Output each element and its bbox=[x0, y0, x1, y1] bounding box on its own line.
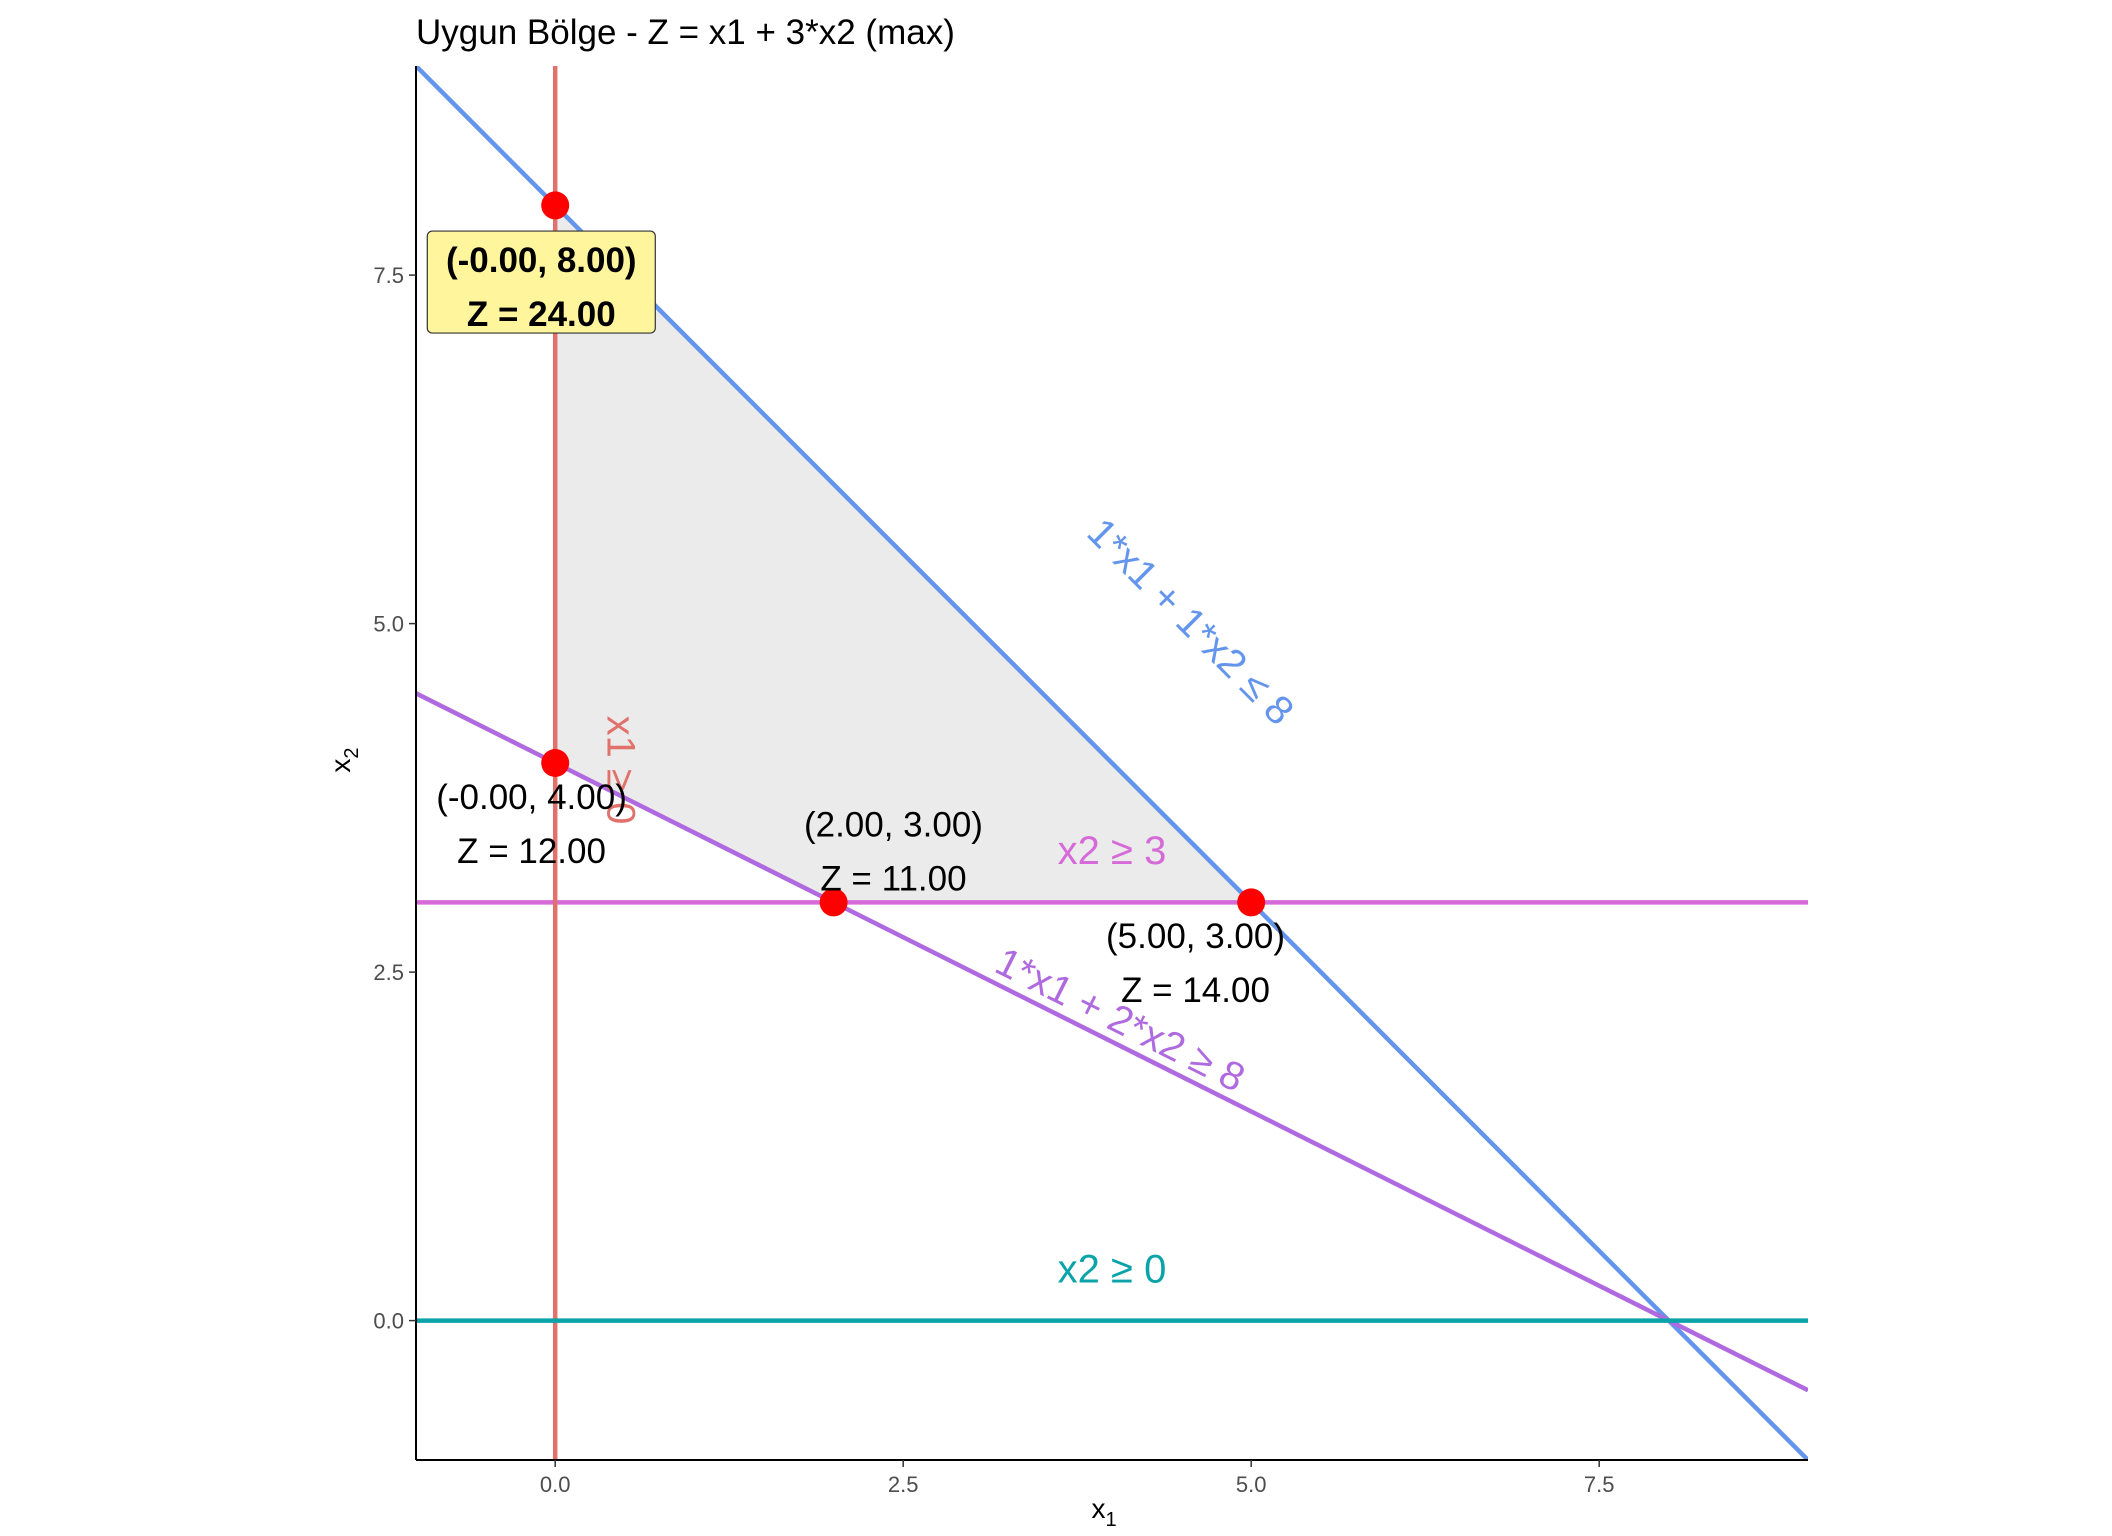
y-tick-label-3: 7.5 bbox=[373, 263, 404, 288]
x-tick-label-0: 0.0 bbox=[540, 1472, 571, 1497]
constraint-label-1: 1*x1 + 2*x2 ≥ 8 bbox=[989, 940, 1252, 1101]
vertex-z-label-3: Z = 14.00 bbox=[1121, 971, 1270, 1010]
constraint-label-0: 1*x1 + 1*x2 ≤ 8 bbox=[1079, 510, 1302, 734]
vertex-point-0 bbox=[541, 191, 570, 220]
x-axis-title: x1 bbox=[1091, 1493, 1116, 1531]
y-axis-title: x2 bbox=[325, 747, 363, 772]
vertex-coord-label-1: (-0.00, 4.00) bbox=[436, 778, 627, 817]
vertex-coord-label-3: (5.00, 3.00) bbox=[1106, 917, 1285, 956]
x-tick-label-2: 5.0 bbox=[1236, 1472, 1267, 1497]
vertex-point-3 bbox=[1237, 888, 1266, 917]
vertex-point-1 bbox=[541, 749, 570, 777]
vertex-z-label-2: Z = 11.00 bbox=[820, 860, 966, 899]
optimal-label-box bbox=[426, 230, 656, 334]
vertex-z-label-1: Z = 12.00 bbox=[457, 832, 606, 871]
y-tick-label-2: 5.0 bbox=[373, 612, 404, 637]
constraint-label-2: x2 ≥ 3 bbox=[1058, 829, 1167, 873]
constraint-line-1 bbox=[416, 691, 1808, 1393]
x-tick-label-3: 7.5 bbox=[1584, 1472, 1615, 1497]
y-tick-label-0: 0.0 bbox=[373, 1309, 404, 1334]
vertex-coord-label-0: (-0.00, 8.00) bbox=[446, 241, 637, 280]
y-tick-label-1: 2.5 bbox=[373, 960, 404, 985]
vertex-z-label-0: Z = 24.00 bbox=[467, 295, 616, 334]
axes: 0.0 2.5 5.0 7.5 0.0 2.5 5.0 7.5 bbox=[373, 66, 1808, 1497]
vertex-coord-label-2: (2.00, 3.00) bbox=[804, 806, 983, 845]
chart-title: Uygun Bölge - Z = x1 + 3*x2 (max) bbox=[416, 13, 955, 52]
x-tick-label-1: 2.5 bbox=[888, 1472, 919, 1497]
constraint-label-4: x2 ≥ 0 bbox=[1058, 1247, 1167, 1291]
vertex-point-2 bbox=[819, 888, 848, 917]
constraint-label-3: x1 ≥ 0 bbox=[598, 716, 642, 825]
